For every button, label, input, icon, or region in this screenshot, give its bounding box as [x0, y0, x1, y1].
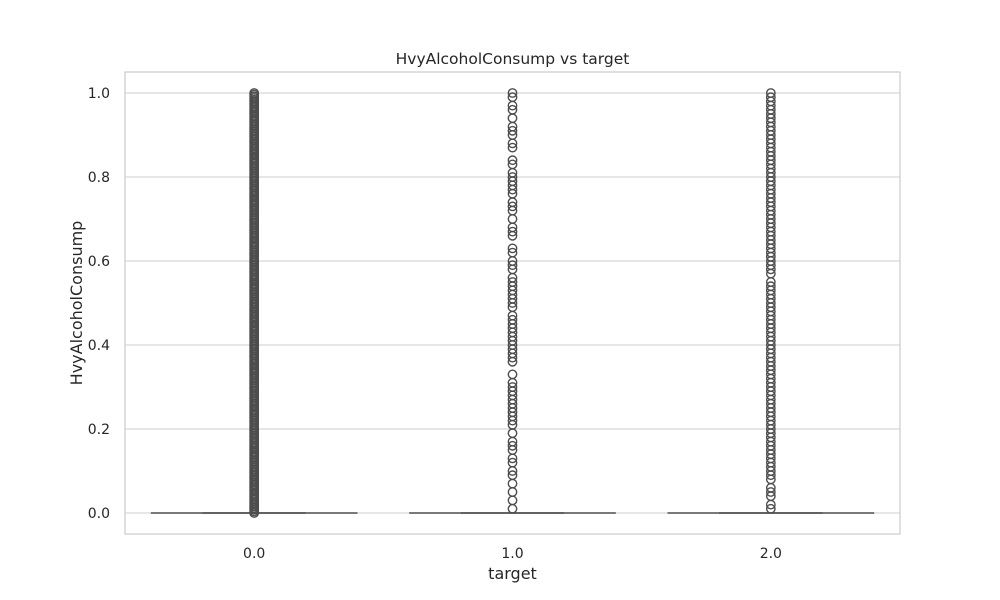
outlier-point	[765, 503, 776, 514]
y-tick-label: 0.8	[88, 170, 110, 186]
outlier-point	[507, 470, 518, 481]
outlier-point	[507, 142, 518, 153]
x-tick-label: 2.0	[760, 546, 782, 562]
x-tick-label: 1.0	[501, 546, 523, 562]
chart-title: HvyAlcoholConsump vs target	[396, 50, 630, 68]
outlier-point	[507, 247, 518, 258]
outlier-point	[765, 487, 776, 497]
x-tick-label: 0.0	[243, 546, 265, 562]
outlier-point	[507, 159, 518, 170]
outlier-point	[507, 125, 518, 136]
plot-frame	[124, 71, 901, 535]
outlier-point	[507, 382, 518, 392]
outlier-point	[507, 457, 518, 468]
outlier-point	[507, 155, 518, 166]
outlier-point	[507, 201, 518, 212]
y-tick-label: 0.0	[88, 506, 110, 522]
outlier-point	[507, 92, 518, 103]
plot-marks	[150, 88, 875, 518]
outlier-point	[507, 243, 518, 254]
outlier-point	[765, 92, 776, 103]
outlier-point	[507, 104, 518, 115]
outlier-point	[765, 88, 776, 98]
y-tick-labels: 0.0 0.2 0.4 0.6 0.8 1.0	[88, 86, 110, 522]
x-tick-labels: 0.0 1.0 2.0	[243, 546, 782, 562]
outlier-point	[507, 314, 518, 325]
outlier-point	[507, 172, 518, 182]
y-tick-label: 0.6	[88, 254, 110, 270]
outlier-point	[507, 226, 518, 237]
y-axis-label: HvyAlcoholConsump	[67, 221, 86, 386]
outlier-point	[507, 440, 518, 451]
y-tick-label: 0.2	[88, 422, 110, 438]
y-tick-label: 1.0	[88, 86, 110, 102]
y-tick-label: 0.4	[88, 338, 110, 354]
outlier-point	[507, 369, 518, 380]
outlier-point	[765, 281, 776, 292]
x-axis-label: target	[488, 564, 537, 583]
outlier-point	[507, 88, 518, 98]
outlier-point	[249, 88, 260, 98]
outlier-point	[507, 277, 518, 287]
outlier-point	[507, 260, 518, 271]
